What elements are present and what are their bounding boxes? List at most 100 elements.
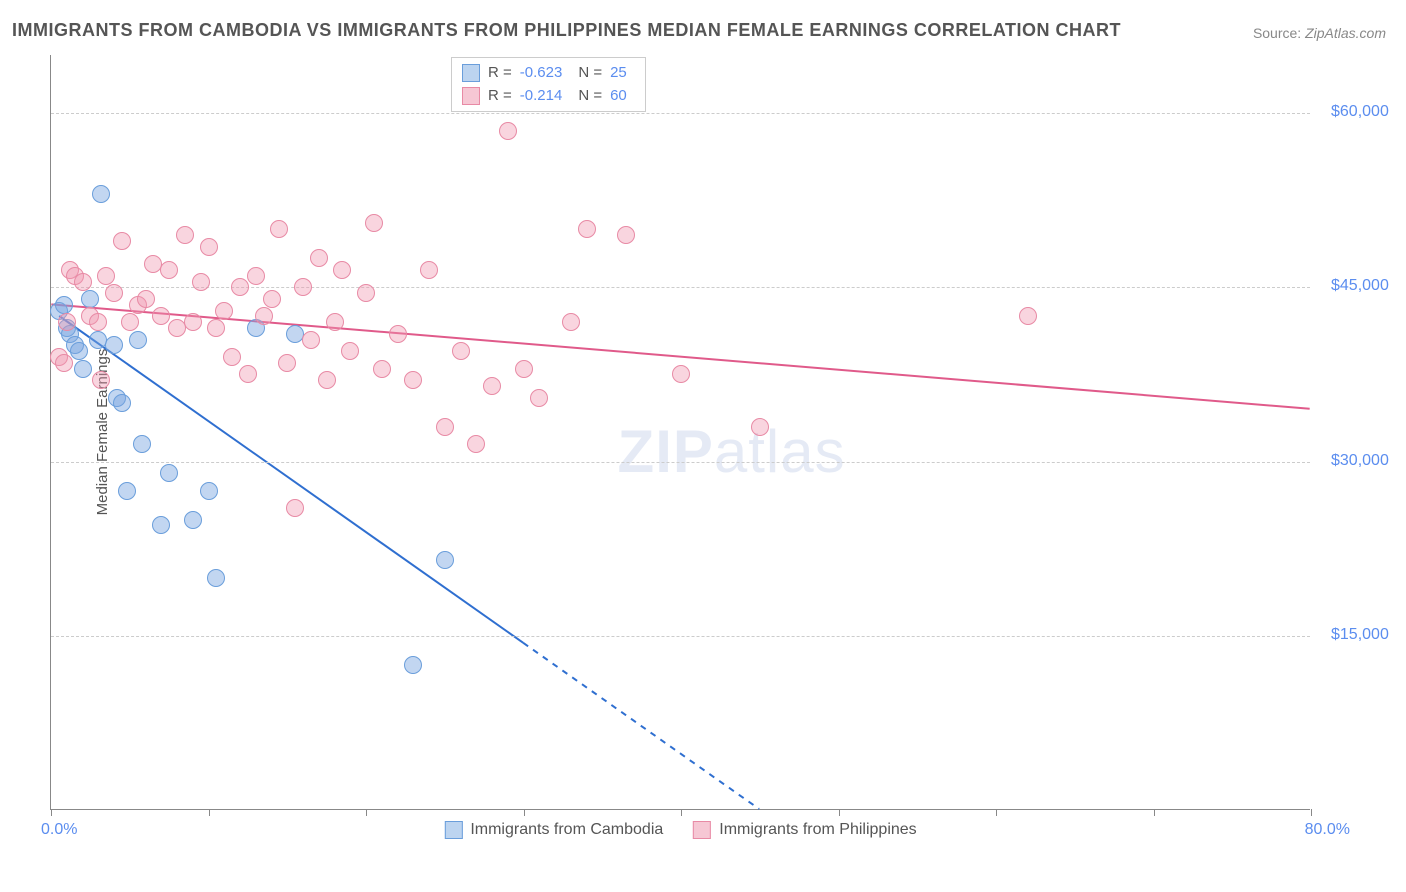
data-point: [176, 226, 194, 244]
data-point: [404, 371, 422, 389]
data-point: [152, 516, 170, 534]
swatch-cambodia: [462, 64, 480, 82]
n-label-1: N =: [578, 85, 602, 108]
data-point: [89, 313, 107, 331]
n-value-0: 25: [610, 62, 627, 85]
x-tick: [1154, 809, 1155, 816]
y-tick-label: $15,000: [1331, 626, 1389, 644]
data-point: [129, 331, 147, 349]
data-point: [207, 319, 225, 337]
trend-lines: [51, 55, 1310, 809]
x-tick: [839, 809, 840, 816]
n-label-0: N =: [578, 62, 602, 85]
data-point: [192, 273, 210, 291]
data-point: [263, 290, 281, 308]
data-point: [255, 307, 273, 325]
data-point: [200, 238, 218, 256]
data-point: [118, 482, 136, 500]
data-point: [105, 336, 123, 354]
legend-label-cambodia: Immigrants from Cambodia: [470, 821, 663, 839]
watermark: ZIPatlas: [618, 417, 846, 486]
data-point: [515, 360, 533, 378]
r-label-1: R =: [488, 85, 512, 108]
data-point: [333, 261, 351, 279]
plot-area: Median Female Earnings ZIPatlas R = -0.6…: [50, 55, 1310, 810]
data-point: [105, 284, 123, 302]
x-tick: [524, 809, 525, 816]
data-point: [55, 296, 73, 314]
legend-swatch-philippines: [693, 821, 711, 839]
data-point: [1019, 307, 1037, 325]
gridline: [51, 636, 1310, 637]
watermark-atlas: atlas: [714, 418, 846, 485]
data-point: [326, 313, 344, 331]
data-point: [318, 371, 336, 389]
data-point: [215, 302, 233, 320]
data-point: [200, 482, 218, 500]
data-point: [113, 232, 131, 250]
data-point: [92, 371, 110, 389]
data-point: [121, 313, 139, 331]
data-point: [483, 377, 501, 395]
data-point: [160, 261, 178, 279]
data-point: [137, 290, 155, 308]
source-value: ZipAtlas.com: [1305, 25, 1386, 41]
data-point: [58, 313, 76, 331]
data-point: [70, 342, 88, 360]
data-point: [247, 267, 265, 285]
bottom-legend: Immigrants from Cambodia Immigrants from…: [444, 821, 916, 839]
n-value-1: 60: [610, 85, 627, 108]
data-point: [365, 214, 383, 232]
legend-label-philippines: Immigrants from Philippines: [719, 821, 916, 839]
data-point: [294, 278, 312, 296]
x-tick: [51, 809, 52, 816]
legend-swatch-cambodia: [444, 821, 462, 839]
data-point: [278, 354, 296, 372]
data-point: [223, 348, 241, 366]
legend-item-philippines: Immigrants from Philippines: [693, 821, 916, 839]
r-label-0: R =: [488, 62, 512, 85]
data-point: [617, 226, 635, 244]
data-point: [420, 261, 438, 279]
data-point: [55, 354, 73, 372]
x-tick: [996, 809, 997, 816]
data-point: [184, 313, 202, 331]
source-label: Source:: [1253, 25, 1301, 41]
data-point: [452, 342, 470, 360]
data-point: [207, 569, 225, 587]
chart-title: IMMIGRANTS FROM CAMBODIA VS IMMIGRANTS F…: [12, 20, 1121, 41]
y-tick-label: $60,000: [1331, 103, 1389, 121]
data-point: [184, 511, 202, 529]
watermark-zip: ZIP: [618, 418, 714, 485]
x-tick: [366, 809, 367, 816]
data-point: [436, 418, 454, 436]
data-point: [81, 290, 99, 308]
stats-row-philippines: R = -0.214 N = 60: [462, 85, 635, 108]
data-point: [672, 365, 690, 383]
data-point: [113, 394, 131, 412]
data-point: [239, 365, 257, 383]
y-tick-label: $45,000: [1331, 277, 1389, 295]
data-point: [74, 360, 92, 378]
stats-legend-box: R = -0.623 N = 25 R = -0.214 N = 60: [451, 57, 646, 112]
data-point: [74, 273, 92, 291]
data-point: [133, 435, 151, 453]
data-point: [92, 185, 110, 203]
data-point: [530, 389, 548, 407]
gridline: [51, 462, 1310, 463]
data-point: [357, 284, 375, 302]
gridline: [51, 113, 1310, 114]
data-point: [578, 220, 596, 238]
data-point: [270, 220, 288, 238]
data-point: [436, 551, 454, 569]
r-value-0: -0.623: [520, 62, 563, 85]
x-max-label: 80.0%: [1305, 821, 1350, 839]
data-point: [467, 435, 485, 453]
data-point: [310, 249, 328, 267]
swatch-philippines: [462, 87, 480, 105]
data-point: [160, 464, 178, 482]
r-value-1: -0.214: [520, 85, 563, 108]
data-point: [499, 122, 517, 140]
y-tick-label: $30,000: [1331, 452, 1389, 470]
data-point: [97, 267, 115, 285]
